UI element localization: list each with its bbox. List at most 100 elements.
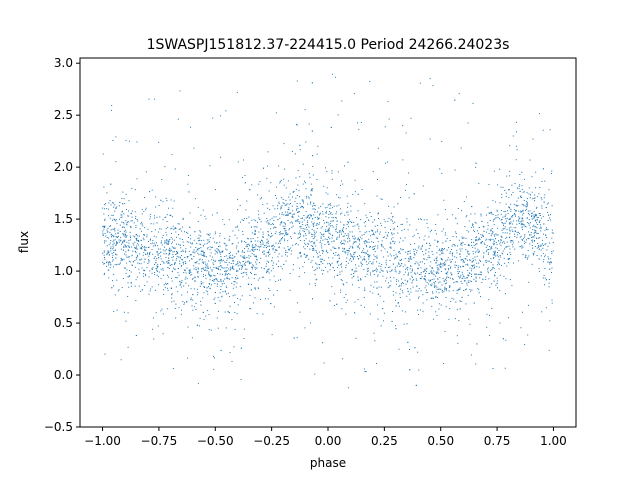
- data-point: [165, 282, 167, 284]
- data-point: [417, 290, 419, 292]
- data-point: [124, 203, 126, 205]
- data-point: [123, 235, 125, 237]
- data-point: [462, 273, 464, 275]
- data-point: [270, 303, 272, 305]
- data-point: [508, 189, 510, 191]
- data-point: [382, 270, 384, 272]
- data-point: [548, 189, 550, 191]
- data-point: [455, 281, 457, 283]
- data-point: [312, 218, 314, 220]
- data-point: [360, 263, 362, 265]
- data-point: [175, 276, 177, 278]
- data-point: [104, 272, 106, 274]
- data-point: [183, 285, 185, 287]
- data-point: [402, 290, 404, 292]
- data-point: [401, 249, 403, 251]
- data-point: [225, 285, 227, 287]
- data-point: [475, 280, 477, 282]
- data-point: [333, 217, 335, 219]
- data-point: [189, 260, 191, 262]
- data-point: [214, 231, 216, 233]
- data-point: [310, 194, 312, 196]
- data-point: [288, 249, 290, 251]
- data-point: [272, 247, 274, 249]
- data-point: [127, 245, 129, 247]
- data-point: [188, 250, 190, 252]
- data-point: [115, 220, 117, 222]
- data-point: [522, 209, 524, 211]
- data-point: [226, 270, 228, 272]
- data-point: [509, 145, 511, 147]
- data-point: [508, 259, 510, 261]
- data-point: [213, 299, 215, 301]
- data-point: [436, 314, 438, 316]
- data-point: [529, 227, 531, 229]
- data-point: [365, 214, 367, 216]
- data-point: [270, 228, 272, 230]
- data-point: [522, 254, 524, 256]
- data-point: [534, 231, 536, 233]
- data-point: [228, 262, 230, 264]
- data-point: [528, 281, 530, 283]
- data-point: [137, 262, 139, 264]
- data-point: [505, 214, 507, 216]
- data-point: [348, 250, 350, 252]
- data-point: [502, 186, 504, 188]
- data-point: [116, 279, 118, 281]
- data-point: [189, 254, 191, 256]
- data-point: [313, 202, 315, 204]
- data-point: [339, 230, 341, 232]
- data-point: [369, 211, 371, 213]
- data-point: [477, 239, 479, 241]
- data-point: [329, 222, 331, 224]
- data-point: [319, 222, 321, 224]
- data-point: [313, 247, 315, 249]
- data-point: [165, 240, 167, 242]
- data-point: [474, 266, 476, 268]
- data-point: [306, 229, 308, 231]
- data-point: [194, 231, 196, 233]
- data-point: [468, 231, 470, 233]
- data-point: [207, 234, 209, 236]
- data-point: [325, 210, 327, 212]
- data-point: [348, 221, 350, 223]
- data-point: [535, 207, 537, 209]
- data-point: [491, 227, 493, 229]
- data-point: [110, 225, 112, 227]
- data-point: [278, 203, 280, 205]
- data-point: [286, 251, 288, 253]
- data-point: [402, 282, 404, 284]
- data-point: [228, 295, 230, 297]
- data-point: [533, 217, 535, 219]
- y-tick-label: −0.5: [44, 420, 73, 434]
- data-point: [253, 219, 255, 221]
- data-point: [290, 236, 292, 238]
- data-point: [103, 254, 105, 256]
- data-point: [347, 226, 349, 228]
- data-point: [482, 234, 484, 236]
- data-point: [371, 241, 373, 243]
- data-point: [491, 267, 493, 269]
- data-point: [520, 235, 522, 237]
- data-point: [439, 248, 440, 250]
- data-point: [317, 217, 319, 219]
- data-point: [102, 207, 104, 209]
- data-point: [349, 246, 351, 248]
- data-point: [249, 263, 251, 265]
- data-point: [296, 209, 298, 211]
- data-point: [327, 228, 329, 230]
- data-point: [375, 257, 377, 259]
- data-point: [268, 251, 270, 253]
- data-point: [154, 217, 156, 219]
- data-point: [355, 267, 357, 269]
- data-point: [179, 284, 181, 286]
- data-point: [173, 267, 174, 269]
- data-point: [306, 215, 308, 217]
- data-point: [435, 297, 437, 299]
- data-point: [442, 262, 444, 264]
- data-point: [543, 223, 545, 225]
- data-point: [480, 236, 482, 238]
- data-point: [521, 226, 523, 228]
- data-point: [485, 260, 487, 262]
- data-point: [365, 261, 367, 263]
